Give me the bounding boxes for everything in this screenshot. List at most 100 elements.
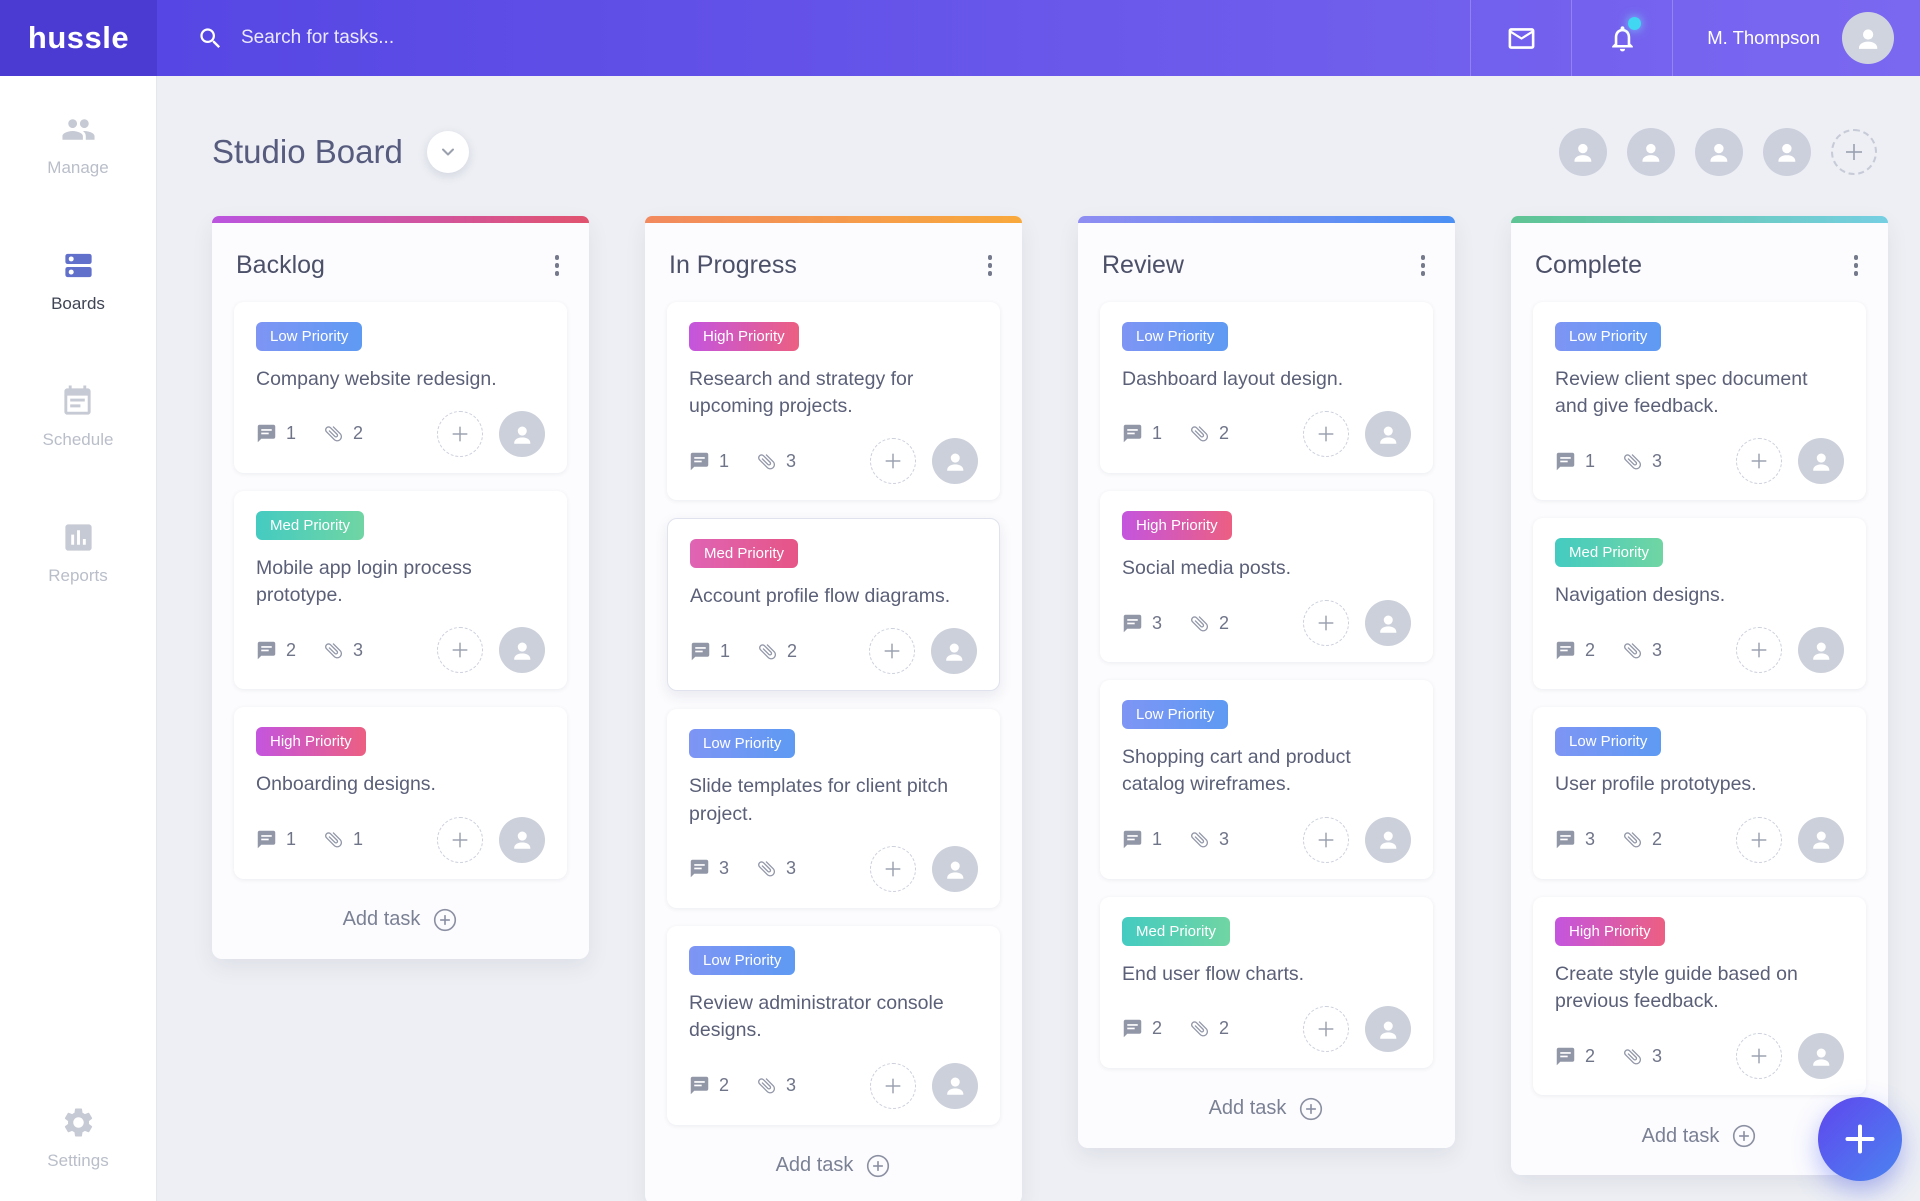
add-task-button[interactable]: Add task [1100, 1086, 1433, 1124]
assign-add-button[interactable] [870, 438, 916, 485]
assign-add-button[interactable] [1736, 816, 1782, 863]
assign-add-button[interactable] [437, 627, 483, 674]
attachments-count: 1 [323, 829, 363, 850]
assignee-avatar[interactable] [932, 845, 978, 892]
assign-add-button[interactable] [1736, 1033, 1782, 1080]
task-card[interactable]: High Priority Research and strategy for … [667, 301, 1000, 501]
comment-icon [1556, 452, 1575, 470]
assignee-avatar[interactable] [932, 1062, 978, 1109]
task-card[interactable]: Low Priority Dashboard layout design. 1 … [1100, 301, 1433, 473]
task-card[interactable]: Low Priority Review administrator consol… [667, 925, 1000, 1125]
task-card[interactable]: Low Priority Slide templates for client … [667, 709, 1000, 908]
sidebar-item-reports[interactable]: Reports [48, 520, 108, 586]
add-task-label: Add task [775, 1154, 854, 1177]
search-input[interactable] [241, 27, 1133, 49]
column-color-bar [212, 216, 589, 223]
board-switcher-button[interactable] [426, 131, 469, 173]
sidebar-item-schedule[interactable]: Schedule [43, 384, 113, 450]
comment-icon [1123, 830, 1142, 849]
assign-add-button[interactable] [870, 845, 916, 892]
new-task-fab[interactable] [1818, 1097, 1902, 1181]
priority-badge: Med Priority [1122, 916, 1231, 946]
assignee-avatar[interactable] [1365, 1005, 1411, 1052]
assignee-avatar[interactable] [1365, 410, 1411, 457]
task-title: Slide templates for client pitch project… [689, 775, 949, 825]
add-task-button[interactable]: Add task [667, 1143, 1000, 1181]
sidebar-item-manage[interactable]: Manage [47, 112, 109, 178]
task-card[interactable]: Low Priority Company website redesign. 1… [234, 301, 567, 473]
task-card[interactable]: Med Priority Navigation designs. 2 3 [1533, 518, 1866, 690]
column-menu-button[interactable] [982, 249, 999, 282]
task-card[interactable]: High Priority Create style guide based o… [1533, 896, 1866, 1096]
task-card[interactable]: High Priority Social media posts. 3 2 [1100, 490, 1433, 663]
task-card-selected[interactable]: Med Priority Account profile flow diagra… [667, 518, 1000, 692]
task-card[interactable]: Low Priority User profile prototypes. 3 … [1533, 707, 1866, 879]
assignee-avatar[interactable] [1365, 600, 1411, 647]
assign-add-button[interactable] [1303, 816, 1349, 863]
plus-icon [1751, 1048, 1767, 1064]
notifications-button[interactable] [1571, 0, 1672, 76]
user-menu[interactable]: M. Thompson [1672, 0, 1920, 76]
assignee-avatar[interactable] [1798, 438, 1844, 485]
task-card[interactable]: Med Priority End user flow charts. 2 2 [1100, 896, 1433, 1068]
paperclip-icon [325, 642, 343, 659]
assignee-avatar[interactable] [931, 628, 977, 675]
assignee-avatar[interactable] [1365, 816, 1411, 863]
assignee-avatar[interactable] [932, 438, 978, 485]
person-icon [1710, 143, 1728, 162]
assign-add-button[interactable] [437, 816, 483, 863]
paperclip-icon [1624, 453, 1642, 470]
task-title: Company website redesign. [256, 367, 497, 390]
comment-icon [1556, 641, 1575, 660]
paperclip-icon [325, 832, 343, 848]
messages-button[interactable] [1470, 0, 1571, 76]
sidebar-item-settings[interactable]: Settings [47, 1105, 109, 1171]
assign-add-button[interactable] [1303, 410, 1349, 457]
person-icon [1812, 453, 1830, 471]
plus-icon [1318, 426, 1334, 442]
priority-badge: High Priority [689, 321, 799, 351]
column-menu-button[interactable] [1848, 249, 1865, 282]
paperclip-icon [325, 426, 343, 442]
member-avatar[interactable] [1559, 128, 1607, 176]
member-avatar[interactable] [1627, 128, 1675, 176]
assignee-avatar[interactable] [499, 410, 545, 457]
add-member-button[interactable] [1831, 129, 1877, 175]
person-icon [1812, 831, 1830, 850]
attachments-count: 2 [323, 423, 363, 444]
comment-icon [257, 425, 276, 443]
add-task-button[interactable]: Add task [234, 897, 567, 935]
assign-add-button[interactable] [1736, 438, 1782, 485]
assign-add-button[interactable] [1303, 1005, 1349, 1052]
task-card[interactable]: High Priority Onboarding designs. 1 1 [234, 707, 567, 879]
assignee-avatar[interactable] [1798, 1033, 1844, 1080]
paperclip-icon [1624, 1048, 1642, 1065]
assign-add-button[interactable] [437, 410, 483, 457]
column-menu-button[interactable] [1415, 249, 1432, 282]
column-menu-button[interactable] [549, 249, 566, 282]
sidebar-item-label: Reports [48, 566, 108, 585]
member-avatar[interactable] [1695, 128, 1743, 176]
assign-add-button[interactable] [870, 1062, 916, 1109]
search-bar[interactable] [157, 0, 1470, 76]
assignee-avatar[interactable] [499, 816, 545, 863]
paperclip-icon [758, 1078, 776, 1094]
assign-add-button[interactable] [869, 628, 915, 675]
sidebar-item-boards[interactable]: Boards [51, 248, 105, 314]
add-task-button[interactable]: Add task [1533, 1113, 1866, 1151]
assign-add-button[interactable] [1303, 600, 1349, 647]
sidebar: Manage Boards Schedule Reports Settings [0, 76, 157, 1201]
assign-add-button[interactable] [1736, 627, 1782, 674]
assignee-avatar[interactable] [1798, 627, 1844, 674]
comments-count: 2 [1122, 1018, 1162, 1039]
task-card[interactable]: Low Priority Shopping cart and product c… [1100, 680, 1433, 879]
assignee-avatar[interactable] [499, 627, 545, 674]
comment-icon [690, 860, 709, 878]
person-icon [945, 643, 963, 661]
assignee-avatar[interactable] [1798, 816, 1844, 863]
person-icon [946, 453, 964, 471]
task-card[interactable]: Med Priority Mobile app login process pr… [234, 490, 567, 690]
task-card[interactable]: Low Priority Review client spec document… [1533, 301, 1866, 501]
person-icon [513, 831, 531, 850]
member-avatar[interactable] [1763, 128, 1811, 176]
